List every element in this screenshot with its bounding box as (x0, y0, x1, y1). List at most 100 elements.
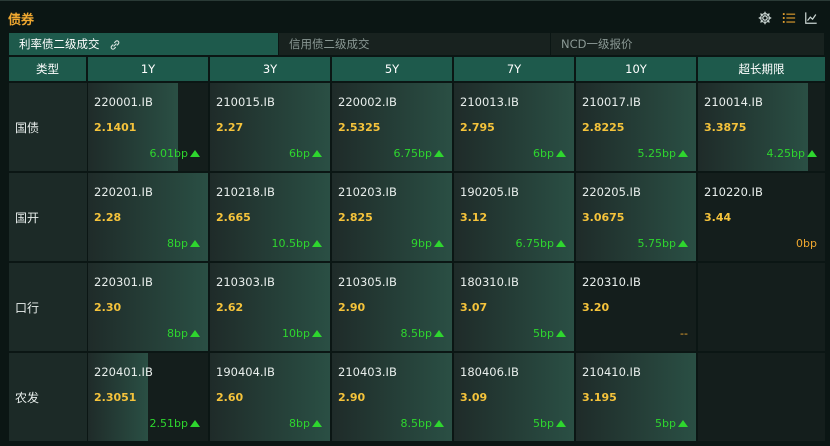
bond-yield: 2.665 (216, 211, 251, 224)
up-arrow-icon (434, 420, 444, 427)
bond-code: 210403.IB (338, 365, 397, 379)
bond-code: 210410.IB (582, 365, 641, 379)
bond-cell[interactable]: 220401.IB 2.3051 2.51bp (88, 353, 208, 441)
bond-yield: 3.12 (460, 211, 488, 224)
bp-change-value: 5bp (655, 417, 676, 430)
bond-cell[interactable]: 220301.IB 2.30 8bp (88, 263, 208, 351)
bond-yield: 2.5325 (338, 121, 381, 134)
bond-yield: 3.20 (582, 301, 610, 314)
bond-code: 210305.IB (338, 275, 397, 289)
heat-fill (576, 173, 696, 261)
bp-change-value: 8bp (167, 237, 188, 250)
bp-change: 5bp (533, 417, 566, 430)
bp-change: 8bp (289, 417, 322, 430)
bond-code: 220401.IB (94, 365, 153, 379)
bp-change-value: 8bp (289, 417, 310, 430)
up-arrow-icon (807, 150, 817, 157)
bp-change-value: 9bp (411, 237, 432, 250)
up-arrow-icon (556, 420, 566, 427)
bond-grid: 类型 1Y 3Y 5Y 7Y 10Y 超长期限 国债 220001.IB 2.140… (9, 57, 825, 441)
bond-cell[interactable]: 220002.IB 2.5325 6.75bp (332, 83, 452, 171)
up-arrow-icon (434, 150, 444, 157)
bond-cell[interactable]: 180310.IB 3.07 5bp (454, 263, 574, 351)
bond-cell[interactable]: 210410.IB 3.195 5bp (576, 353, 696, 441)
tab-label: 利率债二级成交 (19, 37, 100, 51)
up-arrow-icon (678, 240, 688, 247)
up-arrow-icon (190, 150, 200, 157)
bp-change: 10bp (282, 327, 322, 340)
heat-fill (454, 83, 574, 171)
heat-fill (210, 83, 330, 171)
bond-cell[interactable]: 210403.IB 2.90 8.5bp (332, 353, 452, 441)
gear-icon[interactable] (758, 11, 772, 25)
column-header-7y[interactable]: 7Y (454, 57, 574, 81)
bp-change: 5.75bp (638, 237, 688, 250)
empty-cell (698, 263, 825, 351)
bp-change: 10.5bp (272, 237, 322, 250)
heat-fill (210, 263, 330, 351)
panel-title: 债券 (8, 13, 35, 28)
heat-fill (332, 83, 452, 171)
bond-code: 210015.IB (216, 95, 275, 109)
heat-fill (332, 353, 452, 441)
bond-cell[interactable]: 180406.IB 3.09 5bp (454, 353, 574, 441)
bond-cell[interactable]: 210203.IB 2.825 9bp (332, 173, 452, 261)
bp-change-value: 8.5bp (400, 417, 432, 430)
tab-ncd-primary-quote[interactable]: NCD一级报价 (551, 33, 825, 55)
heat-fill (88, 263, 208, 351)
bond-code: 220205.IB (582, 185, 641, 199)
bond-cell[interactable]: 210220.IB 3.44 0bp (698, 173, 825, 261)
bond-cell[interactable]: 210014.IB 3.3875 4.25bp (698, 83, 825, 171)
up-arrow-icon (312, 150, 322, 157)
up-arrow-icon (434, 330, 444, 337)
up-arrow-icon (556, 150, 566, 157)
column-header-5y[interactable]: 5Y (332, 57, 452, 81)
bp-change-value: 6.75bp (393, 147, 432, 160)
bp-change-value: 10bp (282, 327, 310, 340)
bond-cell[interactable]: 190205.IB 3.12 6.75bp (454, 173, 574, 261)
bond-cell[interactable]: 220001.IB 2.1401 6.01bp (88, 83, 208, 171)
bond-cell[interactable]: 220310.IB 3.20 -- (576, 263, 696, 351)
row-label: 口行 (9, 263, 87, 351)
bp-change: 4.25bp (767, 147, 817, 160)
heat-fill (698, 83, 809, 171)
row-label: 农发 (9, 353, 87, 441)
heat-fill (454, 263, 574, 351)
bp-change-value: 8.5bp (400, 327, 432, 340)
tab-credit-bond-secondary[interactable]: 信用债二级成交 (279, 33, 551, 55)
heat-fill (454, 353, 574, 441)
bond-cell[interactable]: 210218.IB 2.665 10.5bp (210, 173, 330, 261)
line-chart-icon[interactable] (804, 11, 818, 25)
column-header-3y[interactable]: 3Y (210, 57, 330, 81)
bond-cell[interactable]: 190404.IB 2.60 8bp (210, 353, 330, 441)
bp-change-value: 4.25bp (766, 147, 805, 160)
bond-cell[interactable]: 210305.IB 2.90 8.5bp (332, 263, 452, 351)
list-icon[interactable] (782, 11, 796, 25)
bond-cell[interactable]: 210017.IB 2.8225 5.25bp (576, 83, 696, 171)
up-arrow-icon (312, 420, 322, 427)
bond-cell[interactable]: 210303.IB 2.62 10bp (210, 263, 330, 351)
bond-yield: 2.3051 (94, 391, 137, 404)
bond-yield: 2.27 (216, 121, 244, 134)
bond-cell[interactable]: 220205.IB 3.0675 5.75bp (576, 173, 696, 261)
bond-code: 180406.IB (460, 365, 519, 379)
up-arrow-icon (190, 420, 200, 427)
bond-yield: 2.1401 (94, 121, 137, 134)
link-icon[interactable] (109, 39, 121, 51)
bp-change: 6bp (289, 147, 322, 160)
bp-change-value: 6.75bp (515, 237, 554, 250)
bond-cell[interactable]: 210015.IB 2.27 6bp (210, 83, 330, 171)
tab-rate-bond-secondary[interactable]: 利率债二级成交 (9, 33, 279, 55)
bp-change-value: 6bp (533, 147, 554, 160)
up-arrow-icon (678, 150, 688, 157)
column-header-10y[interactable]: 10Y (576, 57, 696, 81)
column-header-ultra-long[interactable]: 超长期限 (698, 57, 825, 81)
bond-cell[interactable]: 210013.IB 2.795 6bp (454, 83, 574, 171)
bp-change: 6.75bp (516, 237, 566, 250)
column-header-1y[interactable]: 1Y (88, 57, 208, 81)
bp-change: 6.01bp (150, 147, 200, 160)
bond-code: 220002.IB (338, 95, 397, 109)
bp-change-value: 6bp (289, 147, 310, 160)
heat-fill (332, 173, 452, 261)
bond-cell[interactable]: 220201.IB 2.28 8bp (88, 173, 208, 261)
